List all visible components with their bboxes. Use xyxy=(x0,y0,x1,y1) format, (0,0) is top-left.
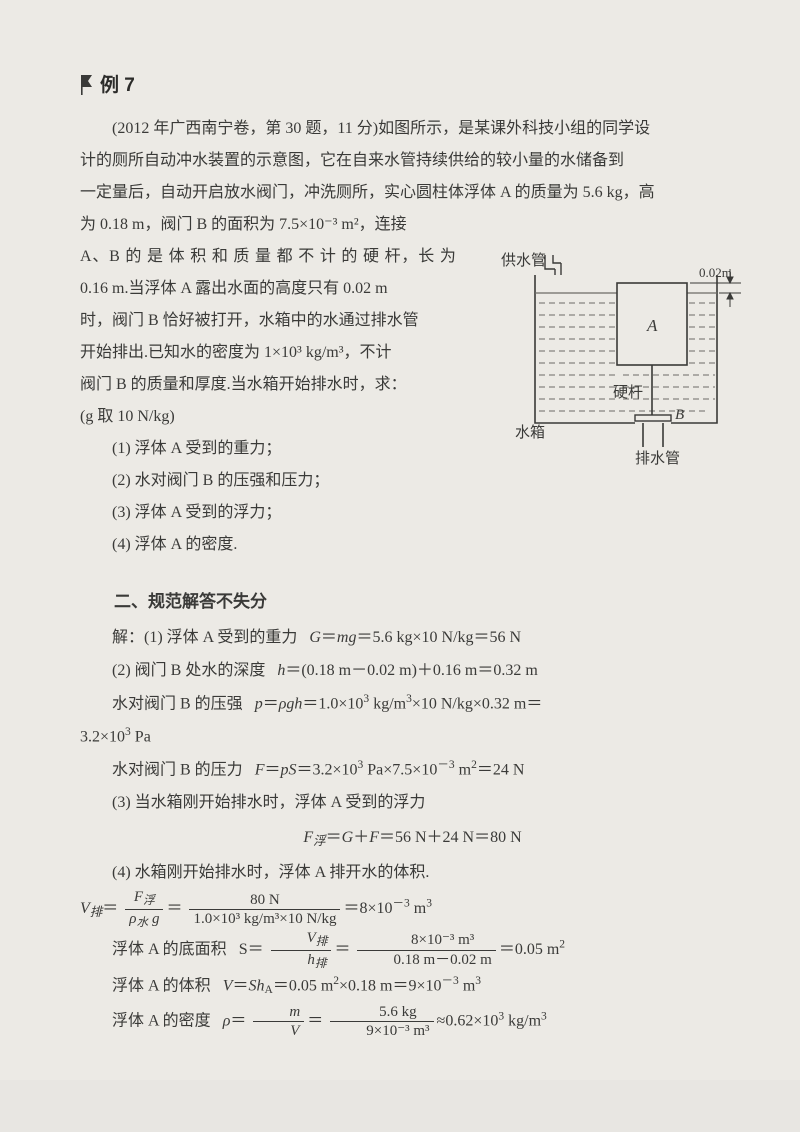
problem-line-1: (2012 年广西南宁卷，第 30 题，11 分)如图所示，是某课外科技小组的同… xyxy=(80,113,745,145)
problem-line-3: 一定量后，自动开启放水阀门，冲洗厕所，实心圆柱体浮体 A 的质量为 5.6 kg… xyxy=(80,177,745,209)
sol-2c: 水对阀门 B 的压力 F＝pS＝3.2×103 Pa×7.5×10－3 m2＝2… xyxy=(80,754,745,787)
example-label: 例 7 xyxy=(100,70,135,97)
label-rod: 硬杆 xyxy=(613,384,643,401)
sol-4v-den: 1.0×10³ kg/m³×10 N/kg xyxy=(189,910,340,928)
sol-4c: 浮体 A 的体积 V＝ShA＝0.05 m2×0.18 m＝9×10－3 m3 xyxy=(80,970,745,1003)
problem-flow: 供水管 xyxy=(80,241,745,561)
sol-3a: (3) 当水箱刚开始排水时，浮体 A 受到的浮力 xyxy=(80,787,745,820)
sol-4a: (4) 水箱刚开始排水时，浮体 A 排开水的体积. xyxy=(80,857,745,890)
sol-2a-label: (2) 阀门 B 处水的深度 xyxy=(112,662,265,679)
sol-2a: (2) 阀门 B 处水的深度 h＝(0.18 m－0.02 m)＋0.16 m＝… xyxy=(80,655,745,688)
sol-3b: F浮＝G＋F＝56 N＋24 N＝80 N xyxy=(80,822,745,855)
sol-4b-den: 0.18 m－0.02 m xyxy=(357,951,495,969)
sol-2c-label: 水对阀门 B 的压力 xyxy=(112,761,243,778)
problem-line-4: 为 0.18 m，阀门 B 的面积为 7.5×10⁻³ m²，连接 xyxy=(80,209,745,241)
page: 例 7 (2012 年广西南宁卷，第 30 题，11 分)如图所示，是某课外科技… xyxy=(0,0,800,1080)
sol-4b-num: 8×10⁻³ m³ xyxy=(357,932,495,951)
sol-1: 解：(1) 浮体 A 受到的重力 G＝mg＝5.6 kg×10 N/kg＝56 … xyxy=(80,622,745,655)
flag-icon xyxy=(80,73,94,95)
question-2: (2) 水对阀门 B 的压强和压力； xyxy=(112,465,745,497)
sol-4d-den: 9×10⁻³ m³ xyxy=(330,1022,433,1040)
sol-2b: 水对阀门 B 的压强 p＝ρgh＝1.0×103 kg/m3×10 N/kg×0… xyxy=(80,688,745,721)
sol-4b-label: 浮体 A 的底面积 xyxy=(112,941,227,958)
question-3: (3) 浮体 A 受到的浮力； xyxy=(112,497,745,529)
sol-4b: 浮体 A 的底面积 S＝ V排 h排 ＝ 8×10⁻³ m³ 0.18 m－0.… xyxy=(80,930,745,971)
sol-4d: 浮体 A 的密度 ρ＝ m V ＝ 5.6 kg 9×10⁻³ m³ ≈0.62… xyxy=(80,1004,745,1040)
sol-1-label: 解：(1) 浮体 A 受到的重力 xyxy=(112,629,297,646)
solution-block: 解：(1) 浮体 A 受到的重力 G＝mg＝5.6 kg×10 N/kg＝56 … xyxy=(80,622,745,1040)
label-B: B xyxy=(675,407,684,423)
sol-4v: V排＝ F浮 ρ水 g ＝ 80 N 1.0×10³ kg/m³×10 N/kg… xyxy=(80,889,745,930)
example-heading: 例 7 xyxy=(80,70,745,97)
figure: 供水管 xyxy=(495,247,745,465)
sol-2b-label: 水对阀门 B 的压强 xyxy=(112,695,243,712)
sol-4d-num: 5.6 kg xyxy=(330,1004,433,1023)
label-A: A xyxy=(646,316,658,335)
label-002m: 0.02m xyxy=(699,265,732,280)
sol-2b-cont: 3.2×103 Pa xyxy=(80,721,745,754)
label-tank: 水箱 xyxy=(515,424,545,441)
sol-4c-label: 浮体 A 的体积 xyxy=(112,978,211,995)
label-drain: 排水管 xyxy=(635,450,680,465)
sol-4d-label: 浮体 A 的密度 xyxy=(112,1012,211,1029)
sol-4v-num: 80 N xyxy=(189,892,340,911)
section-heading: 二、规范解答不失分 xyxy=(80,587,745,612)
problem-block: (2012 年广西南宁卷，第 30 题，11 分)如图所示，是某课外科技小组的同… xyxy=(80,113,745,561)
problem-line-2: 计的厕所自动冲水装置的示意图，它在自来水管持续供给的较小量的水储备到 xyxy=(80,145,745,177)
question-4: (4) 浮体 A 的密度. xyxy=(112,529,745,561)
label-supply: 供水管 xyxy=(501,252,546,269)
